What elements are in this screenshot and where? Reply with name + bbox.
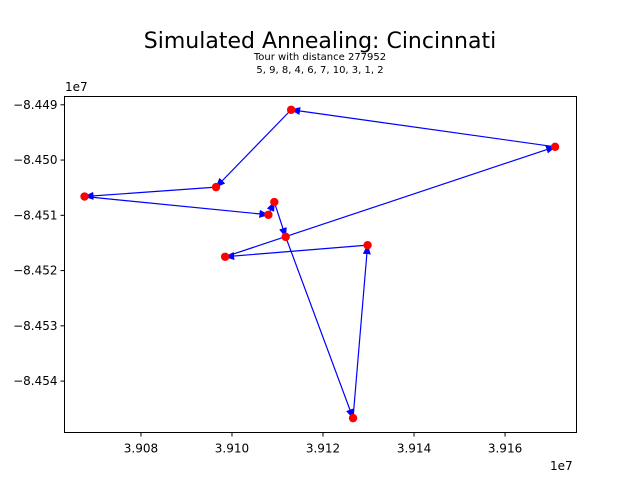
x-tick-label: 3.914 <box>397 442 431 456</box>
tour-segment <box>285 236 354 420</box>
tour-point <box>286 105 296 114</box>
tour-segment <box>84 195 270 218</box>
y-tick-label: −8.452 <box>13 264 57 278</box>
y-tick-label: −8.454 <box>13 374 57 388</box>
chart-title: Simulated Annealing: Cincinnati <box>144 29 496 54</box>
tour-points <box>80 105 560 423</box>
y-tick-label: −8.451 <box>13 208 57 222</box>
tour-segment <box>224 244 368 261</box>
tour-segment <box>290 107 556 148</box>
tour-point <box>281 232 290 242</box>
tour-point <box>348 413 358 423</box>
tour-paths <box>83 107 557 420</box>
chart-subtitle-line-2: 5, 9, 8, 4, 6, 7, 10, 3, 1, 2 <box>256 65 383 76</box>
tour-segment <box>224 145 557 258</box>
tour-segment <box>83 186 217 200</box>
x-tick-label: 3.916 <box>488 442 522 456</box>
y-tick-label: −8.450 <box>13 153 57 167</box>
x-tick-label: 3.908 <box>124 442 158 456</box>
plot-frame <box>64 96 577 433</box>
x-offset-label: 1e7 <box>550 459 573 473</box>
tour-point <box>264 210 273 219</box>
y-axis: −8.449 −8.450 −8.451 −8.452 −8.453 −8.454 <box>13 98 65 388</box>
tour-point <box>363 240 372 250</box>
tour-point <box>80 192 89 201</box>
tour-segment <box>352 244 371 419</box>
y-tick-label: −8.453 <box>13 319 57 333</box>
tour-segment <box>215 109 292 188</box>
y-tick-label: −8.449 <box>13 98 57 112</box>
tour-point <box>211 182 221 192</box>
tour-point <box>220 252 230 261</box>
tour-point <box>550 142 560 151</box>
x-axis: 3.908 3.910 3.912 3.914 3.916 <box>124 432 522 456</box>
tour-point <box>270 197 279 207</box>
x-tick-label: 3.910 <box>215 442 249 456</box>
y-offset-label: 1e7 <box>65 80 88 94</box>
chart-subtitle-line-1: Tour with distance 277952 <box>253 52 386 63</box>
x-tick-label: 3.912 <box>306 442 340 456</box>
tour-segment <box>273 201 287 238</box>
